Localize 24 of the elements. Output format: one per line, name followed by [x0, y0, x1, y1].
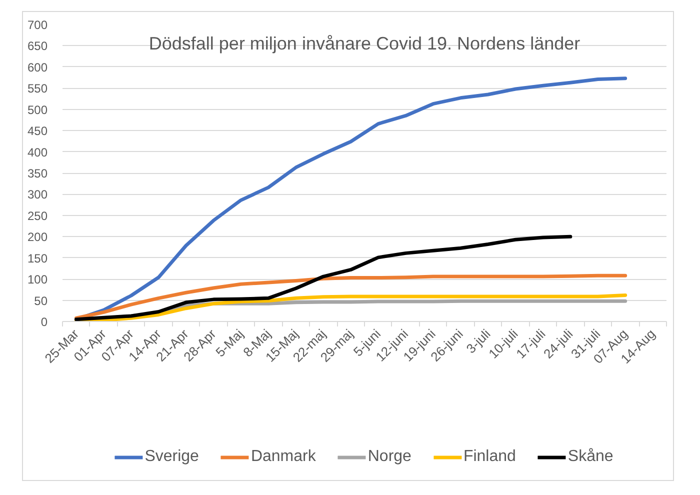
y-tick-label: 450: [27, 124, 48, 138]
line-series: [74, 234, 572, 322]
legend-label: Skåne: [568, 448, 614, 466]
line-series: [74, 274, 628, 320]
legend-label: Danmark: [250, 448, 316, 466]
y-tick-label: 700: [27, 18, 48, 32]
y-tick-label: 300: [27, 188, 48, 202]
y-tick-label: 650: [27, 39, 48, 54]
text: Dödsfall per miljon invånare Covid 19. Nordens länder: [148, 34, 580, 54]
legend-label: Finland: [463, 448, 516, 466]
y-tick-label: 550: [27, 82, 48, 96]
legend-label: Sverige: [144, 448, 199, 466]
y-tick-label: 0: [40, 315, 48, 329]
y-tick-label: 200: [27, 230, 48, 244]
line-series: [74, 293, 628, 322]
y-tick-label: 500: [27, 102, 48, 117]
y-tick-label: 250: [27, 208, 48, 223]
y-tick-label: 100: [27, 272, 48, 287]
y-tick-label: 400: [27, 145, 48, 160]
y-tick-label: 350: [27, 166, 48, 180]
y-tick-label: 50: [34, 294, 48, 308]
y-tick-label: 150: [27, 251, 48, 266]
y-tick-label: 600: [27, 60, 48, 74]
legend-label: Norge: [368, 448, 412, 466]
